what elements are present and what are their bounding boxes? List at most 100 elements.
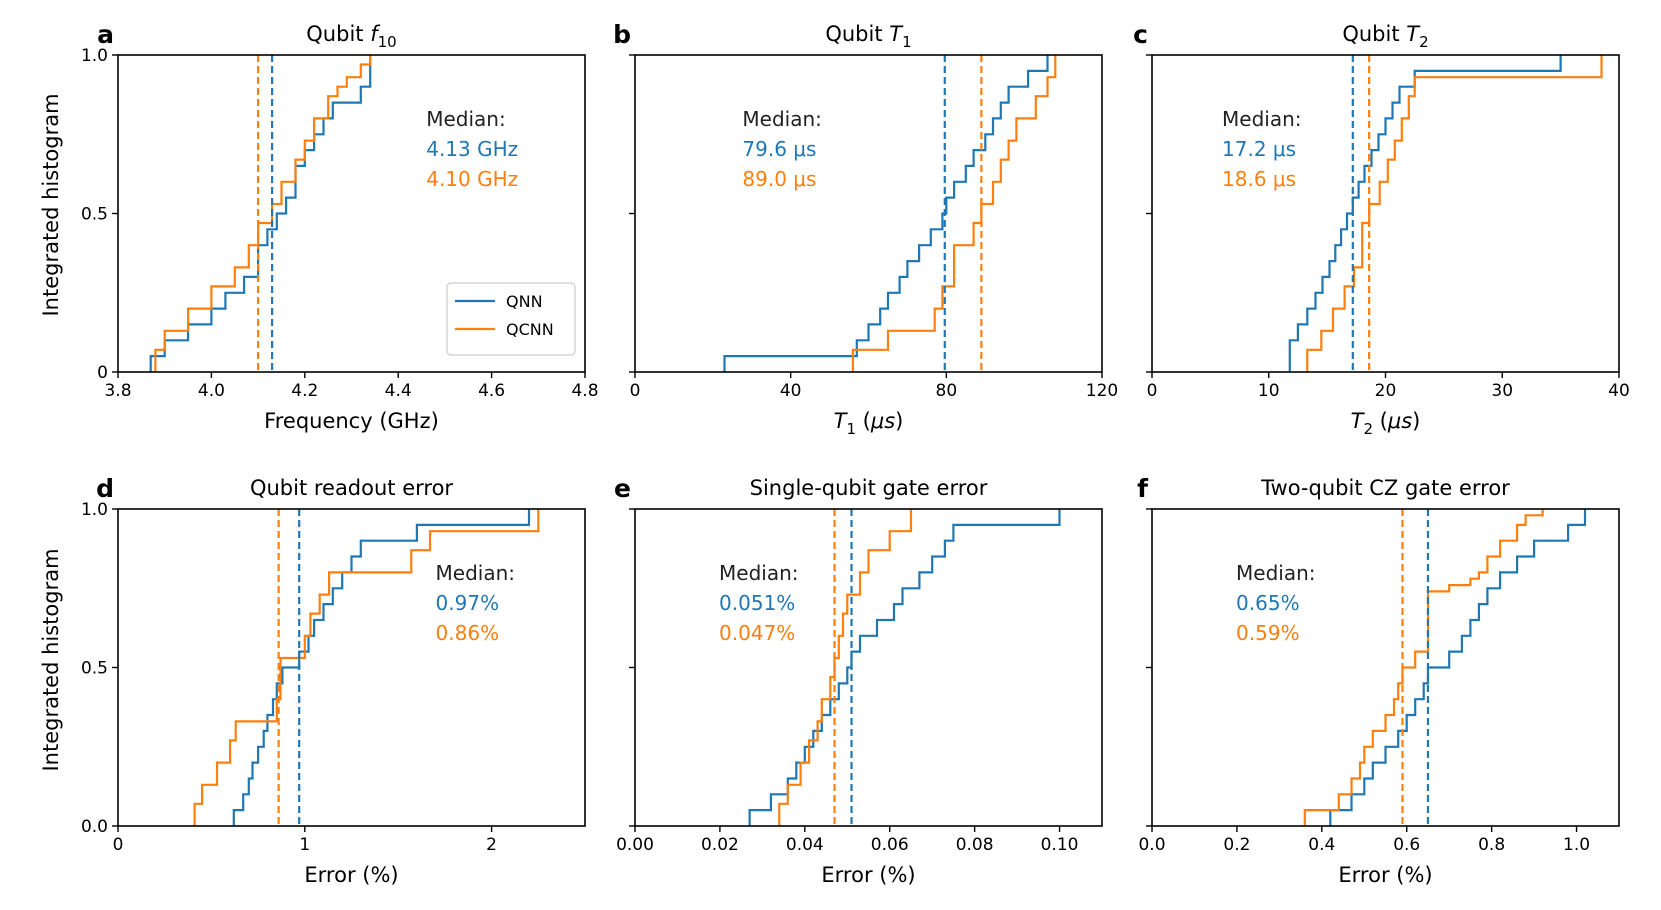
- chart-title: Qubit readout error: [250, 476, 453, 500]
- x-tick-label: 10: [1258, 381, 1280, 401]
- panel-letter: c: [1133, 20, 1148, 49]
- median-value-qcnn: 18.6 μs: [1222, 167, 1296, 191]
- x-tick-label: 0.10: [1041, 835, 1079, 855]
- x-tick-label: 0.4: [1308, 835, 1335, 855]
- panel-e: e Single-qubit gate error 0.00 0.02 0.04 0.06…: [614, 474, 1103, 887]
- x-axis-label: Error (%): [304, 863, 398, 887]
- x-tick-label: 40: [780, 381, 802, 401]
- x-axis-label: Error (%): [821, 863, 915, 887]
- x-axis-label: T1 (μs): [834, 409, 904, 438]
- chart-title: Two-qubit CZ gate error: [1260, 476, 1510, 500]
- x-tick-label: 30: [1491, 381, 1513, 401]
- plot-frame: [1151, 54, 1620, 373]
- median-value-qcnn: 0.59%: [1236, 621, 1300, 645]
- x-tick-label: 0: [1147, 381, 1158, 401]
- chart-title: Qubit f10: [306, 22, 396, 51]
- x-tick-label: 80: [936, 381, 958, 401]
- x-tick-label: 4.0: [198, 381, 225, 401]
- plot-frame: [634, 54, 1103, 373]
- x-axis-label: Error (%): [1338, 863, 1432, 887]
- x-tick-label: 4.6: [478, 381, 505, 401]
- x-tick-label: 0.0: [1138, 835, 1165, 855]
- x-tick-label: 40: [1608, 381, 1630, 401]
- series-qcnn-step-line: [1306, 55, 1603, 372]
- panel-a: a Qubit f10 3.8 4.0 4.2 4.4 4.6 4.8 0 0.5 1.0 Frequ…: [81, 20, 599, 433]
- x-tick-label: 0.02: [701, 835, 739, 855]
- series-qnn-step-line: [1288, 55, 1562, 372]
- median-heading: Median:: [426, 107, 505, 131]
- plot-frame: [117, 54, 586, 373]
- plot-frame: [117, 508, 586, 827]
- x-tick-label: 1: [299, 835, 310, 855]
- x-tick-label: 0.06: [871, 835, 909, 855]
- y-tick-label: 1.0: [81, 46, 108, 66]
- x-tick-label: 0.00: [616, 835, 654, 855]
- legend-label: QCNN: [506, 320, 554, 339]
- x-tick-label: 2: [486, 835, 497, 855]
- y-axis-label-top: Integrated histogram: [39, 93, 63, 316]
- plot-frame: [634, 508, 1103, 827]
- panel-b: b Qubit T1 0 40 80 120 T1 (μs) Median: 79.6 μs 89…: [613, 20, 1118, 438]
- series-qcnn-step-line: [154, 55, 372, 372]
- x-tick-label: 4.2: [291, 381, 318, 401]
- x-tick-label: 120: [1086, 381, 1118, 401]
- series-qnn-step-line: [748, 509, 1061, 826]
- x-tick-label: 20: [1375, 381, 1397, 401]
- x-axis-label: T2 (μs): [1351, 409, 1421, 438]
- y-tick-label: 0.5: [81, 205, 108, 225]
- x-tick-label: 4.8: [571, 381, 598, 401]
- x-tick-label: 0.08: [956, 835, 994, 855]
- panel-letter: e: [614, 474, 631, 503]
- series-qcnn-step-line: [851, 55, 1057, 372]
- y-tick-label: 0.0: [81, 817, 108, 837]
- x-tick-label: 0.04: [786, 835, 824, 855]
- series-qcnn-step-line: [778, 509, 913, 826]
- median-heading: Median:: [742, 107, 821, 131]
- median-heading: Median:: [1236, 561, 1315, 585]
- x-tick-label: 0: [630, 381, 641, 401]
- panels: a Qubit f10 3.8 4.0 4.2 4.4 4.6 4.8 0 0.5 1.0 Frequ…: [81, 20, 1630, 887]
- panel-letter: a: [97, 20, 114, 49]
- series-qnn-step-line: [149, 55, 372, 372]
- x-tick-label: 1.0: [1563, 835, 1590, 855]
- x-tick-label: 0.8: [1478, 835, 1505, 855]
- y-axis-label-bottom: Integrated histogram: [39, 548, 63, 771]
- panel-letter: d: [96, 474, 114, 503]
- series-qcnn-step-line: [193, 509, 540, 826]
- median-value-qnn: 4.13 GHz: [426, 137, 518, 161]
- panel-letter: b: [613, 20, 631, 49]
- median-value-qnn: 79.6 μs: [742, 137, 816, 161]
- plot-frame: [1151, 508, 1620, 827]
- median-value-qcnn: 89.0 μs: [742, 167, 816, 191]
- median-value-qnn: 0.65%: [1236, 591, 1300, 615]
- series-qnn-step-line: [232, 509, 531, 826]
- y-tick-label: 0.5: [81, 659, 108, 679]
- x-tick-label: 0: [113, 835, 124, 855]
- legend: QNN QCNN: [446, 282, 576, 356]
- series-qnn-step-line: [1329, 509, 1587, 826]
- median-heading: Median:: [1222, 107, 1301, 131]
- x-tick-label: 3.8: [104, 381, 131, 401]
- panel-c: c Qubit T2 0 10 20 30 40 T2 (μs) Median: 17.2 μs 1…: [1133, 20, 1630, 438]
- series-qnn-step-line: [723, 55, 1049, 372]
- panel-f: f Two-qubit CZ gate error 0.0 0.2 0.4 0.6 0.8 1…: [1137, 474, 1620, 887]
- x-axis-label: Frequency (GHz): [264, 409, 439, 433]
- x-tick-label: 0.6: [1393, 835, 1420, 855]
- series-qcnn-step-line: [1303, 509, 1544, 826]
- chart-title: Qubit T2: [1342, 22, 1428, 51]
- median-value-qcnn: 0.86%: [436, 621, 500, 645]
- panel-d: d Qubit readout error 0 1 2 0.0 0.5 1.0 Error (%…: [81, 474, 586, 887]
- panel-letter: f: [1137, 474, 1149, 503]
- y-tick-label: 0: [97, 363, 108, 383]
- x-tick-label: 0.2: [1223, 835, 1250, 855]
- median-heading: Median:: [436, 561, 515, 585]
- median-value-qcnn: 4.10 GHz: [426, 167, 518, 191]
- median-heading: Median:: [719, 561, 798, 585]
- x-tick-label: 4.4: [385, 381, 412, 401]
- chart-title: Single-qubit gate error: [750, 476, 988, 500]
- median-value-qcnn: 0.047%: [719, 621, 795, 645]
- median-value-qnn: 0.97%: [436, 591, 500, 615]
- y-tick-label: 1.0: [81, 500, 108, 520]
- median-value-qnn: 17.2 μs: [1222, 137, 1296, 161]
